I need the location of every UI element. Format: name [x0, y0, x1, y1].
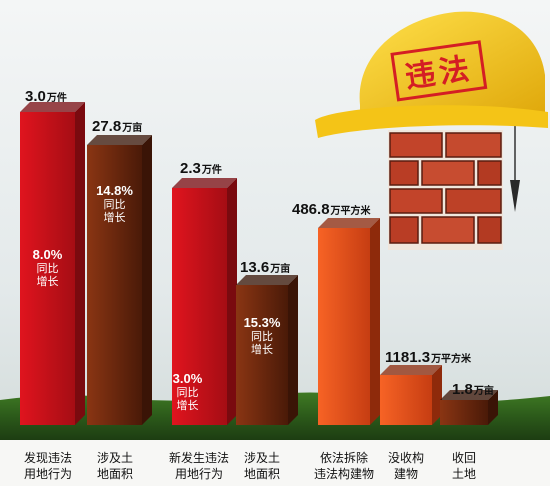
value-number: 13.6	[240, 259, 270, 276]
value-label: 1181.3万平方米	[385, 349, 471, 365]
category-label: 没收构 建物	[387, 451, 424, 482]
value-unit: 万亩	[270, 264, 291, 275]
growth-label: 15.3% 同比 增长	[236, 315, 288, 356]
category-label: 涉及土 地面积	[243, 451, 280, 482]
value-label: 1.8万亩	[452, 381, 494, 397]
caption-strip	[0, 440, 550, 486]
category-label: 新发生违法 用地行为	[168, 451, 229, 482]
value-label: 3.0万件	[25, 88, 67, 104]
category-label: 发现违法 用地行为	[23, 451, 72, 482]
bar-4	[236, 285, 288, 425]
growth-text: 同比	[176, 385, 199, 399]
growth-percent: 8.0%	[32, 247, 63, 262]
category-label: 收回 土地	[451, 451, 476, 482]
growth-percent: 15.3%	[243, 315, 281, 330]
value-unit: 万件	[46, 93, 67, 104]
bar-5	[318, 228, 370, 425]
helmet-illustration: 违法	[315, 11, 548, 250]
value-label: 2.3万件	[180, 160, 222, 176]
category-label: 依法拆除 违法构建物	[313, 451, 374, 482]
growth-text: 同比	[36, 261, 59, 275]
bar-side	[488, 390, 498, 425]
bar-7	[440, 400, 488, 425]
bar-side	[142, 135, 152, 425]
bar-top	[380, 365, 442, 375]
bar-1	[20, 112, 75, 425]
growth-label: 14.8% 同比 增长	[87, 183, 142, 224]
bars-layer	[20, 102, 498, 425]
growth-percent: 14.8%	[96, 183, 133, 198]
bar-top	[172, 178, 237, 188]
helmet-shell	[359, 11, 545, 113]
value-label: 13.6万亩	[240, 259, 290, 275]
value-number: 27.8	[92, 118, 122, 135]
helmet-brim	[315, 105, 548, 138]
value-unit: 万亩	[473, 386, 494, 397]
value-label: 27.8万亩	[92, 118, 142, 134]
bar-3	[172, 188, 227, 425]
plumb-bob-icon	[510, 180, 520, 212]
growth-text: 增长	[103, 210, 126, 224]
bar-top	[318, 218, 380, 228]
brick-wall	[388, 130, 503, 250]
bar-top	[20, 102, 85, 112]
value-unit: 万平方米	[431, 354, 472, 365]
growth-text: 同比	[251, 329, 273, 343]
bar-top	[440, 390, 498, 400]
bar-side	[370, 218, 380, 425]
bar-top	[236, 275, 298, 285]
bar-side	[288, 275, 298, 425]
growth-percent: 3.0%	[172, 371, 203, 386]
bar-top	[87, 135, 152, 145]
value-unit: 万平方米	[330, 206, 371, 217]
value-number: 2.3	[180, 160, 201, 177]
growth-text: 增长	[251, 342, 273, 356]
growth-label-new: 3.0% 同比 增长	[160, 371, 215, 412]
growth-label: 8.0% 同比 增长	[20, 247, 75, 288]
growth-text: 增长	[176, 398, 199, 412]
bar-6	[380, 375, 432, 425]
bar-side	[432, 365, 442, 425]
value-number: 3.0	[25, 88, 46, 105]
bar-2	[87, 145, 142, 425]
value-unit: 万件	[201, 165, 222, 176]
value-number: 1181.3	[385, 349, 431, 366]
value-unit: 万亩	[122, 123, 143, 134]
bar-side	[75, 102, 85, 425]
category-label: 涉及土 地面积	[96, 451, 133, 482]
value-label: 486.8万平方米	[292, 201, 371, 217]
value-number: 486.8	[292, 201, 330, 218]
value-number: 1.8	[452, 381, 473, 398]
bar-side	[227, 178, 237, 425]
growth-text: 同比	[103, 197, 126, 211]
growth-text: 增长	[36, 274, 59, 288]
